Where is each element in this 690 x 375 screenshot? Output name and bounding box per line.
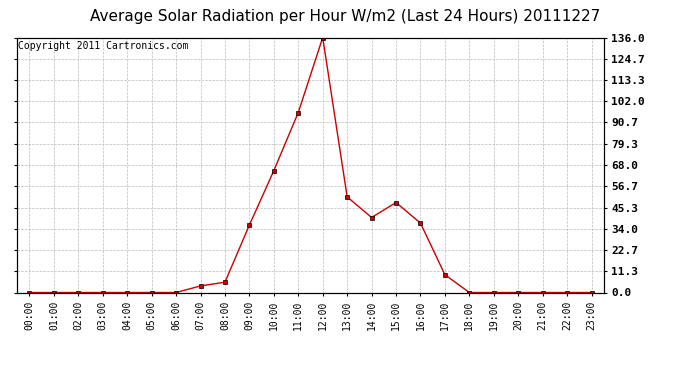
Text: Copyright 2011 Cartronics.com: Copyright 2011 Cartronics.com	[19, 41, 189, 51]
Text: Average Solar Radiation per Hour W/m2 (Last 24 Hours) 20111227: Average Solar Radiation per Hour W/m2 (L…	[90, 9, 600, 24]
